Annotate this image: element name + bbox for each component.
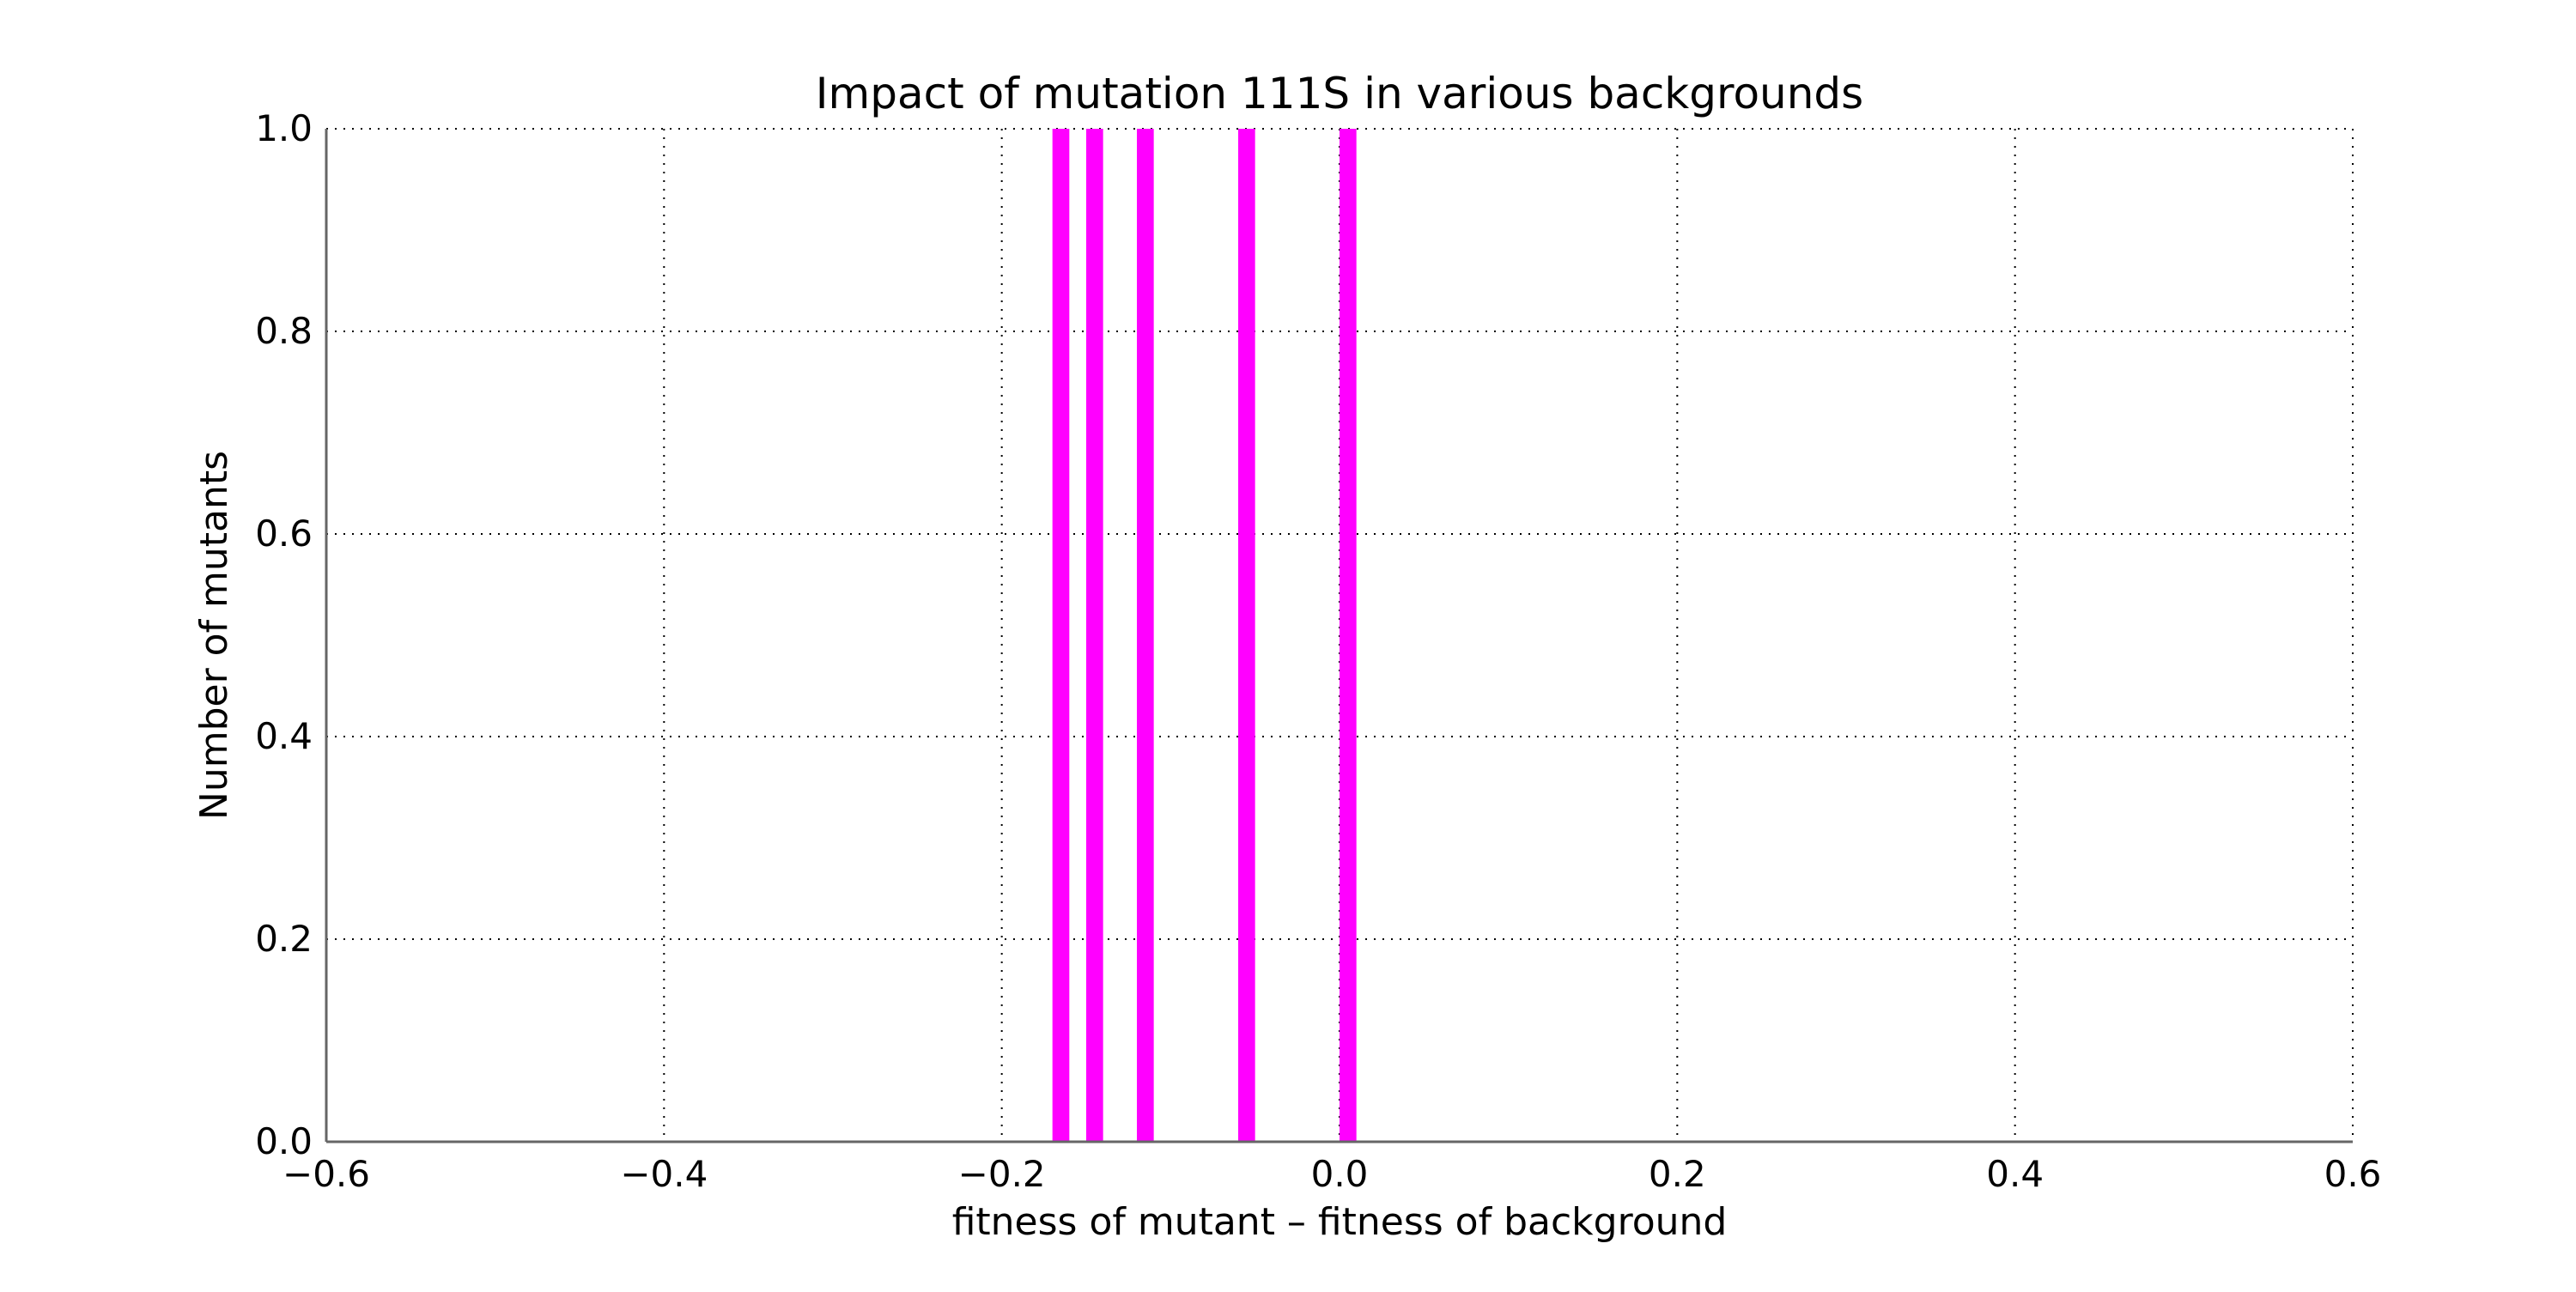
axes (325, 129, 2353, 1143)
bars (1052, 129, 1357, 1142)
y-tick-label: 0.6 (255, 513, 313, 555)
y-tick-label: 0.4 (255, 715, 313, 757)
y-axis-label: Number of mutants (192, 451, 236, 820)
tick-labels: −0.6 −0.4 −0.2 0.0 0.2 0.4 0.6 0.0 0.2 0.4 0.6 0.8 1… (255, 107, 2381, 1195)
x-axis-label: fitness of mutant – fitness of backgroun… (952, 1200, 1728, 1244)
y-tick-label: 1.0 (255, 107, 313, 149)
histogram-bar (1086, 129, 1103, 1142)
histogram-bar (1137, 129, 1154, 1142)
y-tick-label: 0.8 (255, 310, 313, 352)
x-tick-label: 0.0 (1311, 1153, 1369, 1195)
y-tick-label: 0.0 (255, 1120, 313, 1162)
x-tick-label: 0.6 (2324, 1153, 2382, 1195)
histogram-bar (1238, 129, 1255, 1142)
x-tick-label: 0.2 (1649, 1153, 1706, 1195)
chart-title: Impact of mutation 111S in various backg… (816, 69, 1863, 118)
x-tick-label: 0.4 (1986, 1153, 2044, 1195)
x-tick-label: −0.6 (283, 1153, 370, 1195)
histogram-bar (1340, 129, 1357, 1142)
y-tick-label: 0.2 (255, 918, 313, 960)
histogram-bar (1052, 129, 1070, 1142)
x-tick-label: −0.4 (620, 1153, 708, 1195)
x-tick-label: −0.2 (958, 1153, 1046, 1195)
